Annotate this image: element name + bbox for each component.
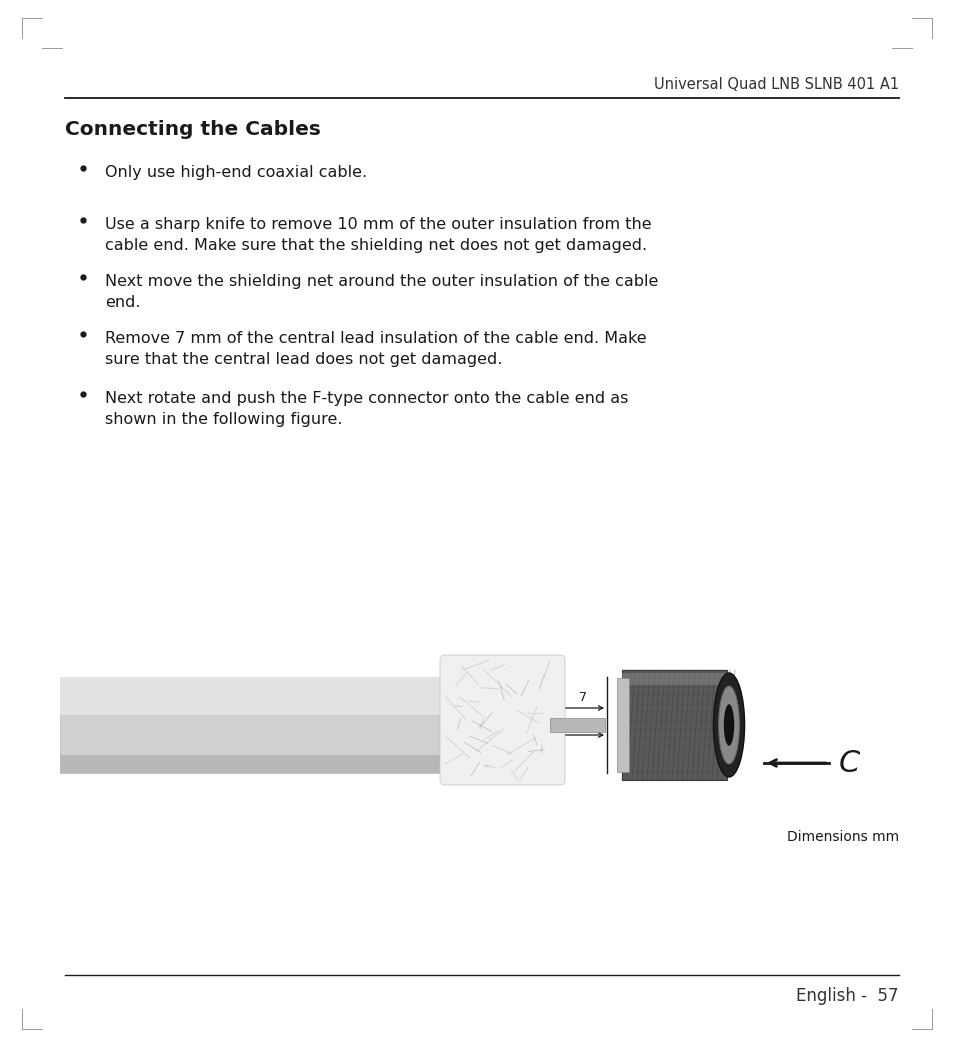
Text: end.: end. [105, 295, 140, 311]
Text: Remove 7 mm of the central lead insulation of the cable end. Make: Remove 7 mm of the central lead insulati… [105, 331, 646, 346]
Text: English -  57: English - 57 [796, 987, 898, 1005]
Text: Only use high-end coaxial cable.: Only use high-end coaxial cable. [105, 165, 367, 180]
Bar [617, 678, 628, 772]
Text: Use a sharp knife to remove 10 mm of the outer insulation from the: Use a sharp knife to remove 10 mm of the… [105, 217, 651, 232]
Text: Universal Quad LNB SLNB 401 A1: Universal Quad LNB SLNB 401 A1 [653, 77, 898, 92]
Ellipse shape [718, 686, 739, 764]
Text: 10: 10 [533, 739, 548, 752]
Bar [60, 677, 475, 715]
Bar [621, 673, 726, 685]
Ellipse shape [723, 705, 734, 745]
Text: Next rotate and push the F-type connector onto the cable end as: Next rotate and push the F-type connecto… [105, 391, 628, 406]
Bar [550, 718, 604, 732]
Bar [621, 670, 726, 780]
Text: shown in the following figure.: shown in the following figure. [105, 413, 342, 427]
Text: C: C [838, 749, 860, 778]
Text: Connecting the Cables: Connecting the Cables [65, 120, 320, 139]
Text: Next move the shielding net around the outer insulation of the cable: Next move the shielding net around the o… [105, 274, 658, 289]
Text: 7: 7 [578, 691, 586, 704]
Text: sure that the central lead does not get damaged.: sure that the central lead does not get … [105, 353, 502, 367]
FancyBboxPatch shape [439, 655, 564, 785]
Bar [60, 755, 475, 773]
Text: cable end. Make sure that the shielding net does not get damaged.: cable end. Make sure that the shielding … [105, 239, 646, 253]
Bar [60, 677, 475, 773]
Text: Dimensions mm: Dimensions mm [786, 830, 898, 844]
Ellipse shape [713, 673, 744, 777]
